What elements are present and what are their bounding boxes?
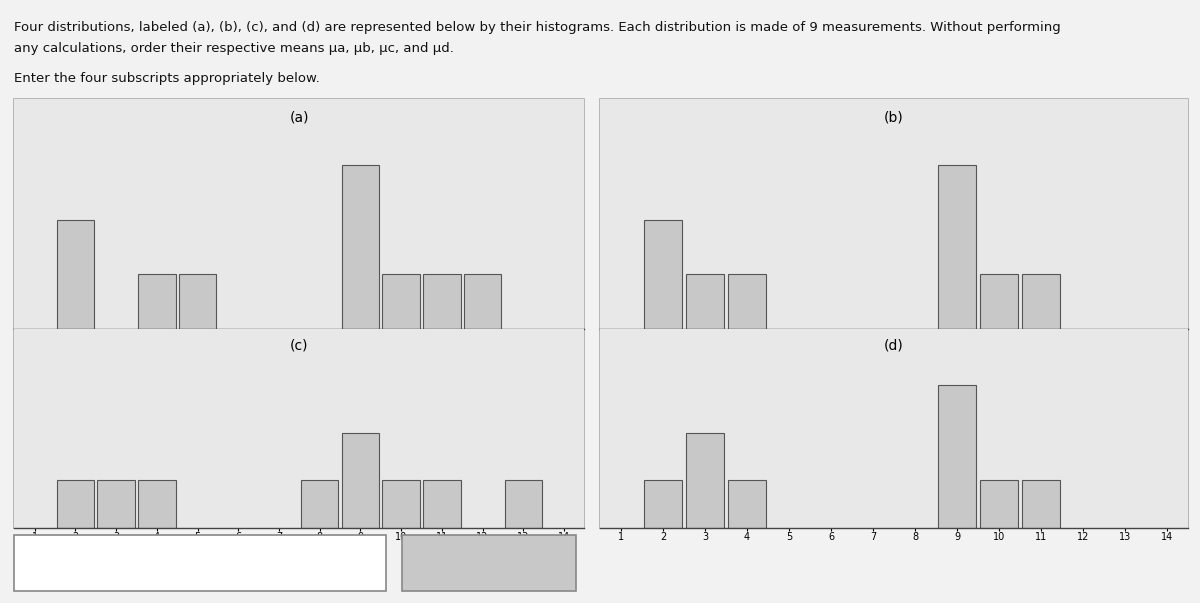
Bar [504,480,542,528]
Text: (d): (d) [884,339,904,353]
Text: Four distributions, labeled (a), (b), (c), and (d) are represented below by thei: Four distributions, labeled (a), (b), (c… [14,21,1061,34]
Bar [1021,480,1061,528]
Bar [342,433,379,528]
Bar [979,274,1019,329]
Text: (b): (b) [884,111,904,125]
Text: Enter the four subscripts appropriately below.: Enter the four subscripts appropriately … [14,72,320,86]
Text: ×: × [426,554,440,572]
Text: μ□ < μ□ < μ□ < μ□: μ□ < μ□ < μ□ < μ□ [34,554,226,572]
Bar [138,274,175,329]
Bar [979,480,1019,528]
Text: ?: ? [540,554,550,572]
Text: ↺: ↺ [481,554,497,572]
Text: (a): (a) [289,111,310,125]
Text: any calculations, order their respective means μa, μb, μc, and μd.: any calculations, order their respective… [14,42,455,55]
Bar [179,274,216,329]
Bar [1021,274,1061,329]
Bar [727,274,767,329]
Bar [342,165,379,329]
Bar [937,385,977,528]
Bar [56,480,95,528]
Bar [424,274,461,329]
Bar [464,274,502,329]
Bar [643,219,683,329]
Bar [643,480,683,528]
Bar [424,480,461,528]
Bar [383,480,420,528]
Text: (c): (c) [290,339,308,353]
Bar [97,480,134,528]
Bar [301,480,338,528]
Bar [937,165,977,329]
Bar [685,433,725,528]
Bar [138,480,175,528]
Bar [383,274,420,329]
Bar [56,219,95,329]
Bar [727,480,767,528]
Bar [685,274,725,329]
